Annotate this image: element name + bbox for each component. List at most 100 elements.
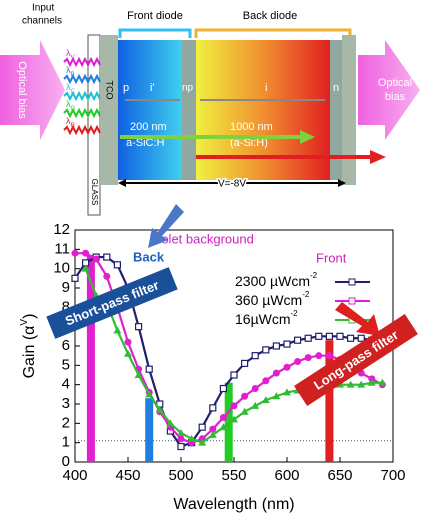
point <box>240 407 249 415</box>
label: a-SiC:H <box>126 137 165 149</box>
y-tick-label: 6 <box>62 337 70 354</box>
point <box>294 357 302 365</box>
label: Optical bias <box>16 61 28 119</box>
wavelength-label: λC <box>66 82 76 94</box>
point <box>357 380 366 388</box>
point <box>124 349 132 357</box>
front-layer <box>118 40 182 180</box>
bias-arrow <box>358 40 420 140</box>
point <box>336 332 344 340</box>
wave <box>63 90 101 102</box>
y-axis-label: Gain (αV) <box>19 314 39 379</box>
point <box>81 264 90 272</box>
point <box>346 380 355 388</box>
legend-exponent: -2 <box>291 309 299 318</box>
point <box>103 272 111 280</box>
y-tick-label: 1 <box>62 434 70 451</box>
y-tick-label: 12 <box>53 221 70 238</box>
device-diagram: Input channels Front diode Back diode Op… <box>0 3 420 216</box>
label: np <box>182 83 194 94</box>
legend-label: 360 µWcm-2 <box>235 290 310 308</box>
legend-label: 2300 µWcm-2 <box>235 271 318 289</box>
point <box>272 392 281 400</box>
point <box>113 261 122 269</box>
legend-name: 16µWcm <box>235 311 291 327</box>
point <box>325 332 333 340</box>
wavelength-label: λV <box>66 48 75 60</box>
wavelength-label: λG <box>66 99 76 111</box>
y-tick-label: 8 <box>62 298 70 315</box>
lambda-sub: R <box>71 123 76 129</box>
point <box>262 346 270 354</box>
annotation: Short-pass filter <box>63 277 161 328</box>
arrow <box>370 150 386 164</box>
y-label-part: V <box>19 319 30 326</box>
point <box>261 396 270 404</box>
label: Back diode <box>243 10 297 22</box>
point <box>82 249 90 257</box>
label: V=-8V <box>218 179 246 190</box>
y-tick-label: 3 <box>62 395 70 412</box>
label: i' <box>150 82 155 94</box>
arrow <box>300 130 315 144</box>
point <box>92 255 100 263</box>
point <box>155 405 164 413</box>
channel-bar <box>145 398 154 462</box>
point <box>251 352 259 360</box>
y-tick-label: 10 <box>53 260 70 277</box>
point <box>166 419 175 427</box>
point <box>283 340 291 348</box>
long-pass-label: Long-pass filter <box>294 313 418 407</box>
wavelength-label: λB <box>66 65 75 77</box>
point <box>347 334 355 342</box>
label: Input <box>32 3 54 14</box>
x-tick-label: 500 <box>168 467 193 484</box>
point <box>219 384 227 393</box>
label: TCO <box>105 81 115 100</box>
bracket <box>194 28 352 38</box>
point <box>357 334 365 342</box>
y-tick-label: 9 <box>62 279 70 296</box>
bias-arrow <box>0 40 65 140</box>
point <box>272 369 280 377</box>
n-layer <box>330 40 342 180</box>
point <box>315 352 323 360</box>
label: 1000 nm <box>230 121 273 133</box>
point <box>177 435 185 443</box>
x-tick-label: 450 <box>115 467 140 484</box>
point <box>378 378 387 386</box>
wave <box>63 56 101 68</box>
point <box>283 363 291 371</box>
x-tick-label: 600 <box>274 467 299 484</box>
point <box>145 390 154 398</box>
y-tick-label: 5 <box>62 356 70 373</box>
point <box>135 323 143 331</box>
label: (a-Si:H) <box>230 137 268 149</box>
legend-name: 2300 µWcm <box>235 273 310 289</box>
lambda: λ <box>66 116 71 126</box>
point <box>198 438 207 446</box>
label: 200 nm <box>130 121 167 133</box>
point <box>315 332 323 340</box>
wave <box>63 107 101 119</box>
label: Optical <box>378 77 412 89</box>
point <box>198 423 206 431</box>
label-box <box>294 313 418 407</box>
point <box>145 365 153 373</box>
lambda-sub: V <box>71 55 75 61</box>
point <box>187 434 196 442</box>
arrow <box>338 179 346 187</box>
label: n <box>333 82 339 94</box>
x-axis-label: Wavelength (nm) <box>173 496 294 513</box>
point <box>283 388 291 396</box>
y-tick-label: 11 <box>54 240 70 257</box>
y-tick-label: 4 <box>62 376 70 393</box>
label: p <box>123 82 129 94</box>
legend-swatch <box>348 278 356 286</box>
point <box>251 401 260 409</box>
point <box>230 415 238 423</box>
lambda: λ <box>66 99 71 109</box>
point <box>304 354 312 362</box>
label: GLASS <box>90 179 99 206</box>
